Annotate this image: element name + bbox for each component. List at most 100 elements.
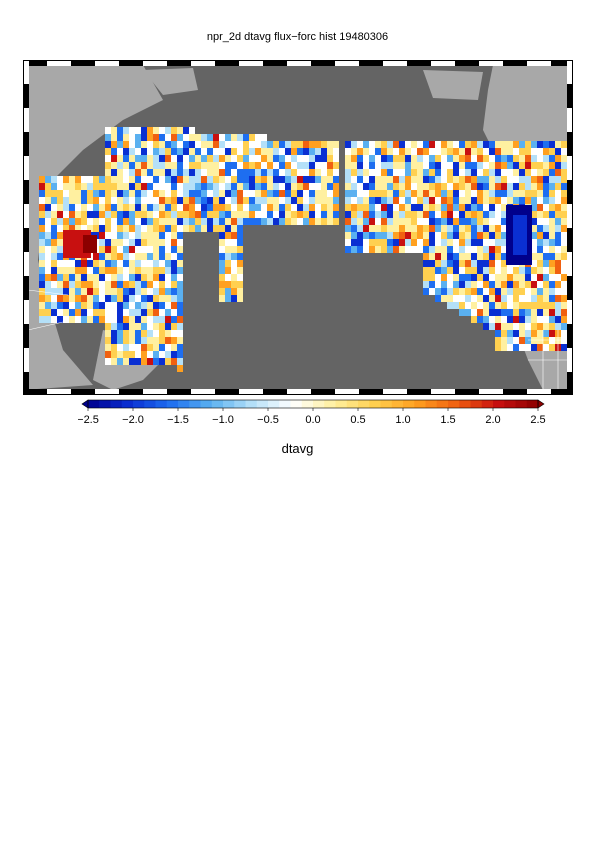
data-cell bbox=[219, 211, 225, 218]
data-cell bbox=[39, 232, 45, 239]
data-cell bbox=[219, 281, 225, 288]
frame-segment bbox=[383, 60, 407, 66]
data-cell bbox=[171, 281, 177, 288]
data-cell bbox=[195, 218, 201, 225]
data-cell bbox=[321, 204, 327, 211]
data-cell bbox=[243, 183, 249, 190]
data-cell bbox=[399, 232, 405, 239]
data-cell bbox=[459, 155, 465, 162]
data-cell bbox=[135, 204, 141, 211]
data-cell bbox=[159, 141, 165, 148]
data-cell bbox=[213, 169, 219, 176]
data-cell bbox=[39, 260, 45, 267]
data-cell bbox=[249, 134, 255, 141]
data-cell bbox=[531, 218, 537, 225]
data-cell bbox=[471, 281, 477, 288]
data-cell bbox=[291, 176, 297, 183]
data-cell bbox=[417, 141, 423, 148]
data-cell bbox=[429, 197, 435, 204]
data-cell bbox=[51, 316, 57, 323]
data-cell bbox=[345, 148, 351, 155]
data-cell bbox=[129, 358, 135, 365]
data-cell bbox=[201, 176, 207, 183]
data-cell bbox=[531, 204, 537, 211]
data-cell bbox=[441, 204, 447, 211]
data-cell bbox=[513, 197, 519, 204]
data-cell bbox=[309, 183, 315, 190]
data-cell bbox=[177, 260, 183, 267]
data-cell bbox=[363, 155, 369, 162]
data-cell bbox=[171, 225, 177, 232]
data-cell bbox=[507, 288, 513, 295]
data-cell bbox=[357, 176, 363, 183]
colorbar-swatch bbox=[380, 400, 393, 408]
data-cell bbox=[135, 134, 141, 141]
data-cell bbox=[219, 232, 225, 239]
frame-segment bbox=[71, 389, 95, 395]
data-cell bbox=[561, 281, 567, 288]
data-cell bbox=[483, 323, 489, 330]
data-cell bbox=[405, 232, 411, 239]
data-cell bbox=[219, 197, 225, 204]
data-cell bbox=[429, 253, 435, 260]
data-cell bbox=[81, 190, 87, 197]
data-cell bbox=[483, 190, 489, 197]
data-cell bbox=[135, 141, 141, 148]
data-cell bbox=[135, 288, 141, 295]
data-cell bbox=[555, 274, 561, 281]
data-cell bbox=[75, 211, 81, 218]
data-cell bbox=[555, 169, 561, 176]
data-cell bbox=[453, 162, 459, 169]
data-cell bbox=[51, 239, 57, 246]
data-cell bbox=[249, 169, 255, 176]
data-cell bbox=[213, 148, 219, 155]
data-cell bbox=[129, 267, 135, 274]
data-cell bbox=[123, 358, 129, 365]
data-cell bbox=[99, 267, 105, 274]
colorbar-swatch bbox=[166, 400, 179, 408]
data-cell bbox=[483, 260, 489, 267]
data-cell bbox=[183, 169, 189, 176]
data-cell bbox=[147, 246, 153, 253]
data-cell bbox=[303, 183, 309, 190]
data-cell bbox=[537, 274, 543, 281]
colorbar-tick-label: −1.0 bbox=[212, 414, 234, 426]
data-cell bbox=[435, 162, 441, 169]
data-cell bbox=[153, 190, 159, 197]
data-cell bbox=[357, 183, 363, 190]
data-cell bbox=[177, 302, 183, 309]
data-cell bbox=[489, 253, 495, 260]
data-cell bbox=[375, 246, 381, 253]
data-cell bbox=[327, 197, 333, 204]
data-cell bbox=[153, 309, 159, 316]
data-cell bbox=[207, 148, 213, 155]
colorbar-swatch bbox=[256, 400, 269, 408]
data-cell bbox=[45, 281, 51, 288]
data-cell bbox=[549, 295, 555, 302]
data-cell bbox=[135, 253, 141, 260]
data-cell bbox=[207, 141, 213, 148]
data-cell bbox=[531, 295, 537, 302]
data-cell bbox=[525, 141, 531, 148]
data-cell bbox=[417, 232, 423, 239]
data-cell bbox=[165, 323, 171, 330]
data-cell bbox=[561, 274, 567, 281]
data-cell bbox=[285, 211, 291, 218]
data-cell bbox=[207, 155, 213, 162]
data-cell bbox=[441, 162, 447, 169]
data-cell bbox=[99, 246, 105, 253]
data-cell bbox=[303, 176, 309, 183]
data-cell bbox=[99, 232, 105, 239]
data-cell bbox=[111, 351, 117, 358]
data-cell bbox=[165, 302, 171, 309]
data-cell bbox=[159, 246, 165, 253]
data-cell bbox=[141, 267, 147, 274]
data-cell bbox=[141, 337, 147, 344]
data-cell bbox=[267, 176, 273, 183]
data-cell bbox=[141, 211, 147, 218]
data-cell bbox=[537, 302, 543, 309]
data-cell bbox=[231, 260, 237, 267]
data-cell bbox=[561, 204, 567, 211]
data-cell bbox=[249, 204, 255, 211]
data-cell bbox=[327, 204, 333, 211]
